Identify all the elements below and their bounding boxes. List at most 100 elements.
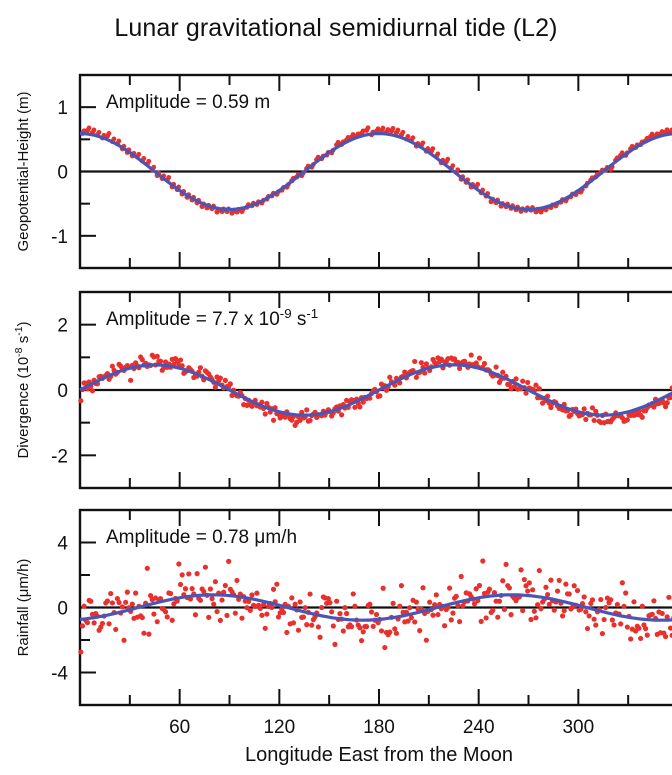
panel2-data-point [591,417,597,424]
panel3-data-point [206,614,212,620]
panel2-ytick-label: 2 [57,316,68,337]
panel2-data-point [418,360,424,366]
panel2-data-point [639,414,645,420]
panel3-data-point [280,609,287,616]
panel3-data-point [636,625,642,631]
panel3-data-point [319,604,325,611]
panel2-ylabel: Divergence (10-8 s-1) [13,321,32,458]
panel3-data-point [348,624,355,630]
panel3-data-point [611,622,617,628]
panel3-data-point [116,599,122,606]
panel1-data-point [395,127,401,133]
panel3-data-point [643,626,649,632]
panel3-data-point [583,609,589,615]
panel3-data-point [378,628,385,634]
panel3-data-point [491,589,498,596]
panel3-data-point [357,625,363,631]
panel3-data-point [525,588,531,594]
panel3-data-point [330,623,336,629]
panel3-data-point [478,618,484,624]
panel3-data-point [207,586,213,592]
panel3-data-point [104,598,111,604]
panel3-data-point [344,610,350,617]
panel3-data-point [531,608,537,614]
panel3-data-point [545,591,551,598]
panel3-data-point [526,580,532,586]
panel3-data-point [109,600,115,606]
panel3-data-point [644,632,650,638]
panel3-data-point [350,591,356,597]
panel2-data-point [456,365,463,372]
panel3-data-point [332,641,338,647]
panel3-data-point [84,619,91,626]
panel3-data-point [508,612,514,618]
panel2-data-point [262,411,268,417]
panel2-data-point [481,360,488,367]
panel3-data-point [430,612,436,618]
panel3-data-point [614,601,620,608]
panel2-data-point [139,357,145,363]
panel2-data-point [533,382,539,388]
panel2-data-point [513,376,519,382]
panel3-data-point [290,620,297,626]
panel3-data-point [453,593,459,599]
panel2-data-point [525,379,531,386]
panel2-data-point [523,390,529,396]
panel2-data-point [109,363,115,369]
panel3-data-point [554,588,561,594]
panel3-data-point [260,601,267,608]
panel3-data-point [387,629,393,635]
panel1-data-point [430,146,436,151]
panel1-data-point [166,175,172,180]
panel3-data-point [458,573,464,580]
panel3-data-point [209,596,215,602]
xtick-label: 120 [263,717,295,738]
panel3-data-point [106,621,112,627]
panel3-data-point [506,585,512,591]
panel2-data-point [589,405,596,411]
panel3-data-point [151,611,157,617]
panel3-data-point [139,614,145,621]
panel3-data-point [398,583,405,589]
panel1-data-point [405,134,411,139]
panel2-data-point [548,404,554,411]
panel3-data-point [368,609,375,615]
panel3-data-point [337,611,343,617]
panel1-ytick-label: 1 [57,98,68,119]
panel3-data-point [448,617,454,623]
panel3-data-point [289,595,295,601]
panel3-data-point [423,637,429,643]
panel3-data-point [543,584,549,590]
panel3-data-point [292,601,298,607]
xtick-label: 60 [169,717,190,738]
panel3-data-point [455,603,461,609]
panel1-data-point [91,127,97,133]
panel1-data-point [420,140,426,146]
panel3-data-point [649,611,655,617]
panel3-data-point [442,623,448,629]
panel3-data-point [393,630,400,636]
panel1-amplitude-label: Amplitude = 0.59 m [106,92,270,113]
panel1-data-point [106,131,112,136]
panel3-ytick-label: -4 [51,664,68,685]
panel2-data-point [259,399,265,405]
panel3-data-point [367,601,373,607]
panel3-data-point [88,598,94,604]
panel3-data-point [247,607,253,613]
panel3-data-point [664,614,670,620]
panel1-ytick-label: 0 [57,163,68,184]
panel2-data-point [593,408,599,414]
panel3-data-point [599,630,606,637]
panel3-ylabel: Rainfall (μm/h) [15,559,32,657]
panel3-data-point [450,610,456,616]
panel2-data-point [412,358,418,365]
panel3-data-point [486,586,493,592]
panel3-data-point [315,624,321,630]
panel2-data-point [581,406,587,412]
panel1-fit-line [79,131,672,212]
panel2-data-point [212,384,218,390]
panel2-ytick-label: 0 [57,381,68,402]
panel3-data-point [358,638,365,644]
panel3-data-point [460,603,466,609]
